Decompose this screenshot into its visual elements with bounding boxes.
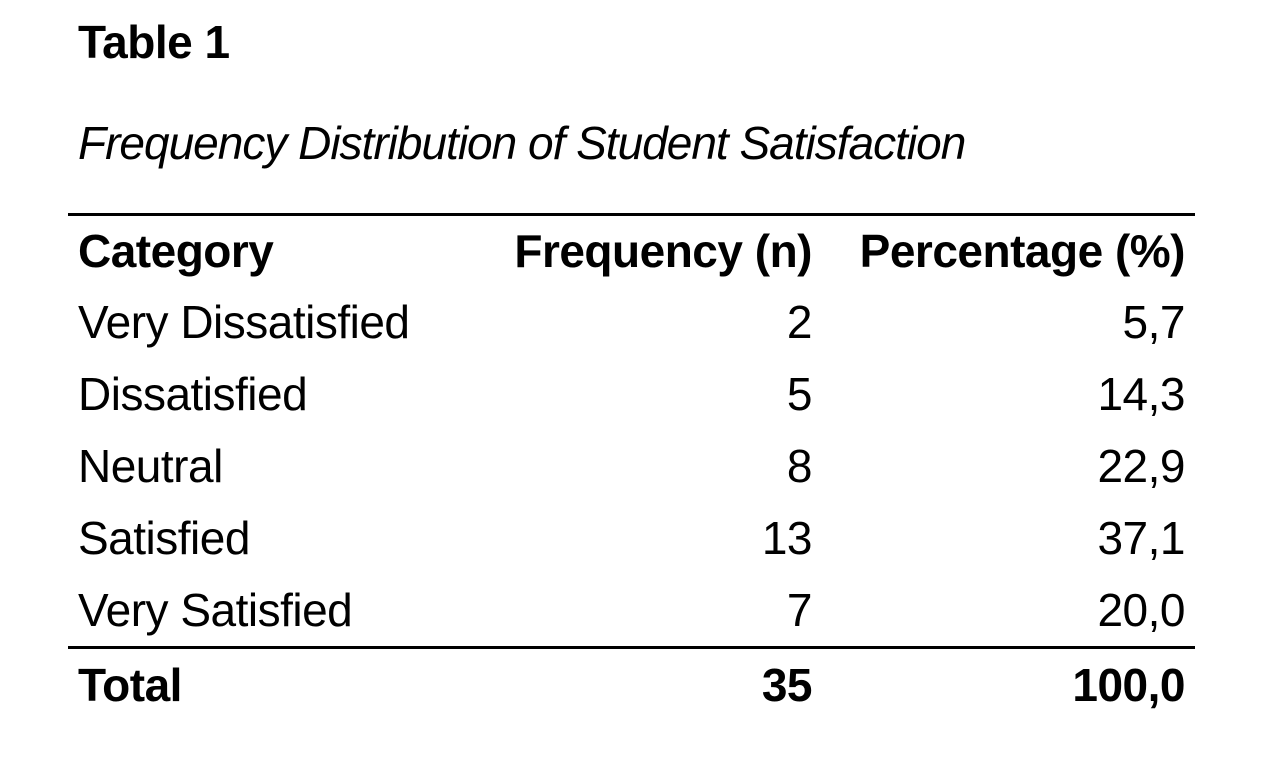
frequency-cell: 8 — [786, 440, 813, 492]
total-frequency-cell: 35 — [502, 646, 822, 721]
category-cell: Neutral — [78, 440, 223, 492]
total-percentage-cell: 100,0 — [822, 646, 1195, 721]
category-cell: Very Dissatisfied — [78, 296, 410, 348]
percentage-cell: 14,3 — [1097, 368, 1185, 420]
frequency-cell: 2 — [786, 296, 813, 348]
total-label-cell: Total — [68, 646, 502, 721]
category-cell: Very Satisfied — [78, 584, 353, 636]
table-title: Frequency Distribution of Student Satisf… — [78, 117, 966, 169]
column-header-frequency: Frequency (n) — [502, 213, 822, 286]
table-header-row: Category Frequency (n) Percentage (%) — [68, 213, 1195, 286]
column-header-percentage: Percentage (%) — [822, 213, 1195, 286]
table-row: Very Dissatisfied 2 5,7 — [68, 286, 1195, 358]
table-row: Very Satisfied 7 20,0 — [68, 574, 1195, 648]
table-row: Neutral 8 22,9 — [68, 430, 1195, 502]
frequency-cell: 13 — [761, 512, 813, 564]
category-cell: Satisfied — [78, 512, 250, 564]
document-page: Table 1 Frequency Distribution of Studen… — [0, 14, 1270, 764]
frequency-cell: 7 — [786, 584, 813, 636]
category-cell: Dissatisfied — [78, 368, 308, 420]
frequency-table: Category Frequency (n) Percentage (%) Ve… — [68, 213, 1195, 721]
percentage-cell: 20,0 — [1097, 584, 1185, 636]
percentage-cell: 5,7 — [1122, 296, 1186, 348]
table-row: Satisfied 13 37,1 — [68, 502, 1195, 574]
table-total-row: Total 35 100,0 — [68, 646, 1195, 721]
column-header-category: Category — [68, 213, 502, 286]
frequency-cell: 5 — [786, 368, 813, 420]
table-label: Table 1 — [78, 16, 230, 68]
table-row: Dissatisfied 5 14,3 — [68, 358, 1195, 430]
percentage-cell: 22,9 — [1097, 440, 1185, 492]
percentage-cell: 37,1 — [1097, 512, 1185, 564]
